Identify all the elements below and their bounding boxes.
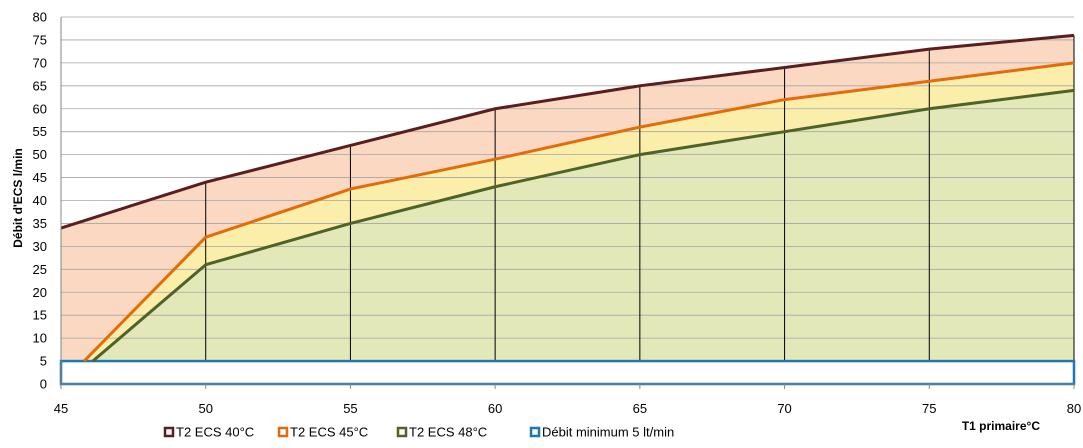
y-tick-label: 65 [33, 78, 47, 93]
x-tick-label: 55 [343, 401, 357, 416]
y-tick-label: 5 [40, 354, 47, 369]
legend-label-4: Débit minimum 5 lt/min [542, 425, 674, 440]
y-tick-label: 25 [33, 262, 47, 277]
y-axis-title: Débit d'ECS l/min [11, 148, 25, 248]
legend-swatch-2 [277, 426, 289, 438]
x-axis-title: T1 primaire°C [962, 419, 1040, 433]
y-tick-label: 30 [33, 239, 47, 254]
x-tick-label: 65 [633, 401, 647, 416]
x-tick-label: 70 [777, 401, 791, 416]
y-tick-label: 10 [33, 331, 47, 346]
x-tick-label: 75 [922, 401, 936, 416]
y-tick-label: 55 [33, 124, 47, 139]
y-tick-label: 60 [33, 101, 47, 116]
legend-swatch-4 [529, 426, 541, 438]
series-line-2 [83, 61, 1075, 363]
y-tick-label: 20 [33, 285, 47, 300]
x-tick-label: 60 [488, 401, 502, 416]
legend-label-2: T2 ECS 45°C [290, 425, 368, 440]
y-tick-label: 45 [33, 170, 47, 185]
y-tick-label: 70 [33, 55, 47, 70]
y-tick-label: 15 [33, 308, 47, 323]
x-tick-label: 80 [1067, 401, 1081, 416]
x-tick-label: 45 [54, 401, 68, 416]
series-line-3 [91, 88, 1075, 363]
y-tick-label: 0 [40, 377, 47, 392]
y-tick-label: 35 [33, 216, 47, 231]
x-tick-label: 50 [198, 401, 212, 416]
y-tick-label: 75 [33, 32, 47, 47]
y-tick-label: 40 [33, 193, 47, 208]
area-series-3 [92, 90, 1074, 362]
legend-swatch-3 [396, 426, 408, 438]
series-line-min-flow [59, 359, 1076, 386]
legend-label-3: T2 ECS 48°C [409, 425, 487, 440]
y-tick-label: 50 [33, 147, 47, 162]
y-tick-label: 80 [33, 10, 47, 25]
legend-label-1: T2 ECS 40°C [176, 425, 254, 440]
series-line-1 [60, 33, 1075, 230]
legend-swatch-1 [163, 426, 175, 438]
